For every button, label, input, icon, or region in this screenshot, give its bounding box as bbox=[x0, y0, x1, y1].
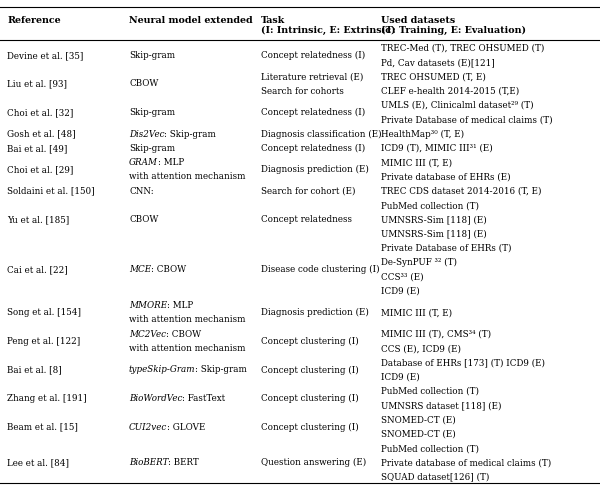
Text: UMNSRS dataset [118] (E): UMNSRS dataset [118] (E) bbox=[381, 401, 502, 410]
Text: ICD9 (E): ICD9 (E) bbox=[381, 373, 420, 382]
Text: TREC-Med (T), TREC OHSUMED (T): TREC-Med (T), TREC OHSUMED (T) bbox=[381, 44, 544, 53]
Text: PubMed collection (T): PubMed collection (T) bbox=[381, 444, 479, 453]
Text: Choi et al. [32]: Choi et al. [32] bbox=[7, 108, 74, 117]
Text: Devine et al. [35]: Devine et al. [35] bbox=[7, 51, 83, 60]
Text: with attention mechanism: with attention mechanism bbox=[129, 172, 245, 182]
Text: Search for cohorts: Search for cohorts bbox=[261, 87, 344, 96]
Text: CBOW: CBOW bbox=[129, 215, 158, 224]
Text: Bai et al. [49]: Bai et al. [49] bbox=[7, 144, 68, 153]
Text: UMNSRS-Sim [118] (E): UMNSRS-Sim [118] (E) bbox=[381, 230, 487, 239]
Text: MIMIC III (T, E): MIMIC III (T, E) bbox=[381, 158, 452, 167]
Text: Peng et al. [122]: Peng et al. [122] bbox=[7, 337, 80, 346]
Text: Concept relatedness (I): Concept relatedness (I) bbox=[261, 108, 365, 117]
Text: Soldaini et al. [150]: Soldaini et al. [150] bbox=[7, 187, 95, 196]
Text: BioWordVec: BioWordVec bbox=[129, 394, 182, 403]
Text: CCS³³ (E): CCS³³ (E) bbox=[381, 273, 424, 282]
Text: Search for cohort (E): Search for cohort (E) bbox=[261, 187, 355, 196]
Text: : MLP: : MLP bbox=[167, 301, 193, 310]
Text: ICD9 (T), MIMIC III³¹ (E): ICD9 (T), MIMIC III³¹ (E) bbox=[381, 144, 493, 153]
Text: MIMIC III (T, E): MIMIC III (T, E) bbox=[381, 308, 452, 317]
Text: : CBOW: : CBOW bbox=[151, 265, 186, 274]
Text: HealthMap³⁰ (T, E): HealthMap³⁰ (T, E) bbox=[381, 130, 464, 139]
Text: Skip-gram: Skip-gram bbox=[129, 51, 175, 60]
Text: MMORE: MMORE bbox=[129, 301, 167, 310]
Text: Concept clustering (I): Concept clustering (I) bbox=[261, 365, 359, 375]
Text: ICD9 (E): ICD9 (E) bbox=[381, 287, 420, 296]
Text: Neural model extended: Neural model extended bbox=[129, 16, 253, 25]
Text: typeSkip-Gram: typeSkip-Gram bbox=[129, 365, 196, 375]
Text: Skip-gram: Skip-gram bbox=[129, 144, 175, 153]
Text: : Skip-gram: : Skip-gram bbox=[164, 130, 217, 139]
Text: Private Database of EHRs (T): Private Database of EHRs (T) bbox=[381, 244, 511, 253]
Text: Used datasets
(T: Training, E: Evaluation): Used datasets (T: Training, E: Evaluatio… bbox=[381, 16, 526, 36]
Text: BioBERT: BioBERT bbox=[129, 458, 169, 467]
Text: : CBOW: : CBOW bbox=[166, 330, 201, 339]
Text: Private database of EHRs (E): Private database of EHRs (E) bbox=[381, 172, 511, 182]
Text: TREC CDS dataset 2014-2016 (T, E): TREC CDS dataset 2014-2016 (T, E) bbox=[381, 187, 542, 196]
Text: TREC OHSUMED (T, E): TREC OHSUMED (T, E) bbox=[381, 72, 486, 81]
Text: Diagnosis classification (E): Diagnosis classification (E) bbox=[261, 130, 382, 139]
Text: MC2Vec: MC2Vec bbox=[129, 330, 166, 339]
Text: SQUAD dataset[126] (T): SQUAD dataset[126] (T) bbox=[381, 473, 490, 482]
Text: Reference: Reference bbox=[7, 16, 61, 25]
Text: : GLOVE: : GLOVE bbox=[167, 423, 206, 432]
Text: Concept clustering (I): Concept clustering (I) bbox=[261, 423, 359, 432]
Text: Diagnosis prediction (E): Diagnosis prediction (E) bbox=[261, 308, 369, 317]
Text: GRAM: GRAM bbox=[129, 158, 158, 167]
Text: De-SynPUF ³² (T): De-SynPUF ³² (T) bbox=[381, 258, 457, 267]
Text: : MLP: : MLP bbox=[158, 158, 184, 167]
Text: UMLS (E), Clinicalml dataset²⁹ (T): UMLS (E), Clinicalml dataset²⁹ (T) bbox=[381, 101, 533, 110]
Text: Literature retrieval (E): Literature retrieval (E) bbox=[261, 72, 364, 81]
Text: with attention mechanism: with attention mechanism bbox=[129, 315, 245, 324]
Text: Private Database of medical claims (T): Private Database of medical claims (T) bbox=[381, 115, 553, 124]
Text: Concept clustering (I): Concept clustering (I) bbox=[261, 394, 359, 403]
Text: CBOW: CBOW bbox=[129, 80, 158, 89]
Text: Liu et al. [93]: Liu et al. [93] bbox=[7, 80, 67, 89]
Text: Cai et al. [22]: Cai et al. [22] bbox=[7, 265, 68, 274]
Text: PubMed collection (T): PubMed collection (T) bbox=[381, 201, 479, 210]
Text: : FastText: : FastText bbox=[182, 394, 226, 403]
Text: Database of EHRs [173] (T) ICD9 (E): Database of EHRs [173] (T) ICD9 (E) bbox=[381, 358, 545, 367]
Text: UMNSRS-Sim [118] (E): UMNSRS-Sim [118] (E) bbox=[381, 215, 487, 224]
Text: Beam et al. [15]: Beam et al. [15] bbox=[7, 423, 78, 432]
Text: Zhang et al. [191]: Zhang et al. [191] bbox=[7, 394, 87, 403]
Text: Lee et al. [84]: Lee et al. [84] bbox=[7, 458, 69, 467]
Text: CNN:: CNN: bbox=[129, 187, 154, 196]
Text: SNOMED-CT (E): SNOMED-CT (E) bbox=[381, 430, 456, 439]
Text: Concept clustering (I): Concept clustering (I) bbox=[261, 337, 359, 346]
Text: CUI2vec: CUI2vec bbox=[129, 423, 167, 432]
Text: Concept relatedness (I): Concept relatedness (I) bbox=[261, 144, 365, 153]
Text: SNOMED-CT (E): SNOMED-CT (E) bbox=[381, 415, 456, 425]
Text: PubMed collection (T): PubMed collection (T) bbox=[381, 387, 479, 396]
Text: Concept relatedness (I): Concept relatedness (I) bbox=[261, 51, 365, 60]
Text: Task
(I: Intrinsic, E: Extrinsic): Task (I: Intrinsic, E: Extrinsic) bbox=[261, 16, 395, 36]
Text: Concept relatedness: Concept relatedness bbox=[261, 215, 352, 224]
Text: Pd, Cav datasets (E)[121]: Pd, Cav datasets (E)[121] bbox=[381, 58, 495, 67]
Text: Private database of medical claims (T): Private database of medical claims (T) bbox=[381, 458, 551, 467]
Text: with attention mechanism: with attention mechanism bbox=[129, 344, 245, 353]
Text: Bai et al. [8]: Bai et al. [8] bbox=[7, 365, 62, 375]
Text: Dis2Vec: Dis2Vec bbox=[129, 130, 164, 139]
Text: Choi et al. [29]: Choi et al. [29] bbox=[7, 165, 74, 174]
Text: Diagnosis prediction (E): Diagnosis prediction (E) bbox=[261, 165, 369, 174]
Text: CLEF e-health 2014-2015 (T,E): CLEF e-health 2014-2015 (T,E) bbox=[381, 87, 519, 96]
Text: CCS (E), ICD9 (E): CCS (E), ICD9 (E) bbox=[381, 344, 461, 353]
Text: Skip-gram: Skip-gram bbox=[129, 108, 175, 117]
Text: MIMIC III (T), CMS³⁴ (T): MIMIC III (T), CMS³⁴ (T) bbox=[381, 330, 491, 339]
Text: MCE: MCE bbox=[129, 265, 151, 274]
Text: : Skip-gram: : Skip-gram bbox=[196, 365, 247, 375]
Text: Disease code clustering (I): Disease code clustering (I) bbox=[261, 265, 380, 274]
Text: Gosh et al. [48]: Gosh et al. [48] bbox=[7, 130, 76, 139]
Text: Question answering (E): Question answering (E) bbox=[261, 458, 366, 467]
Text: : BERT: : BERT bbox=[169, 458, 199, 467]
Text: Yu et al. [185]: Yu et al. [185] bbox=[7, 215, 70, 224]
Text: Song et al. [154]: Song et al. [154] bbox=[7, 308, 81, 317]
